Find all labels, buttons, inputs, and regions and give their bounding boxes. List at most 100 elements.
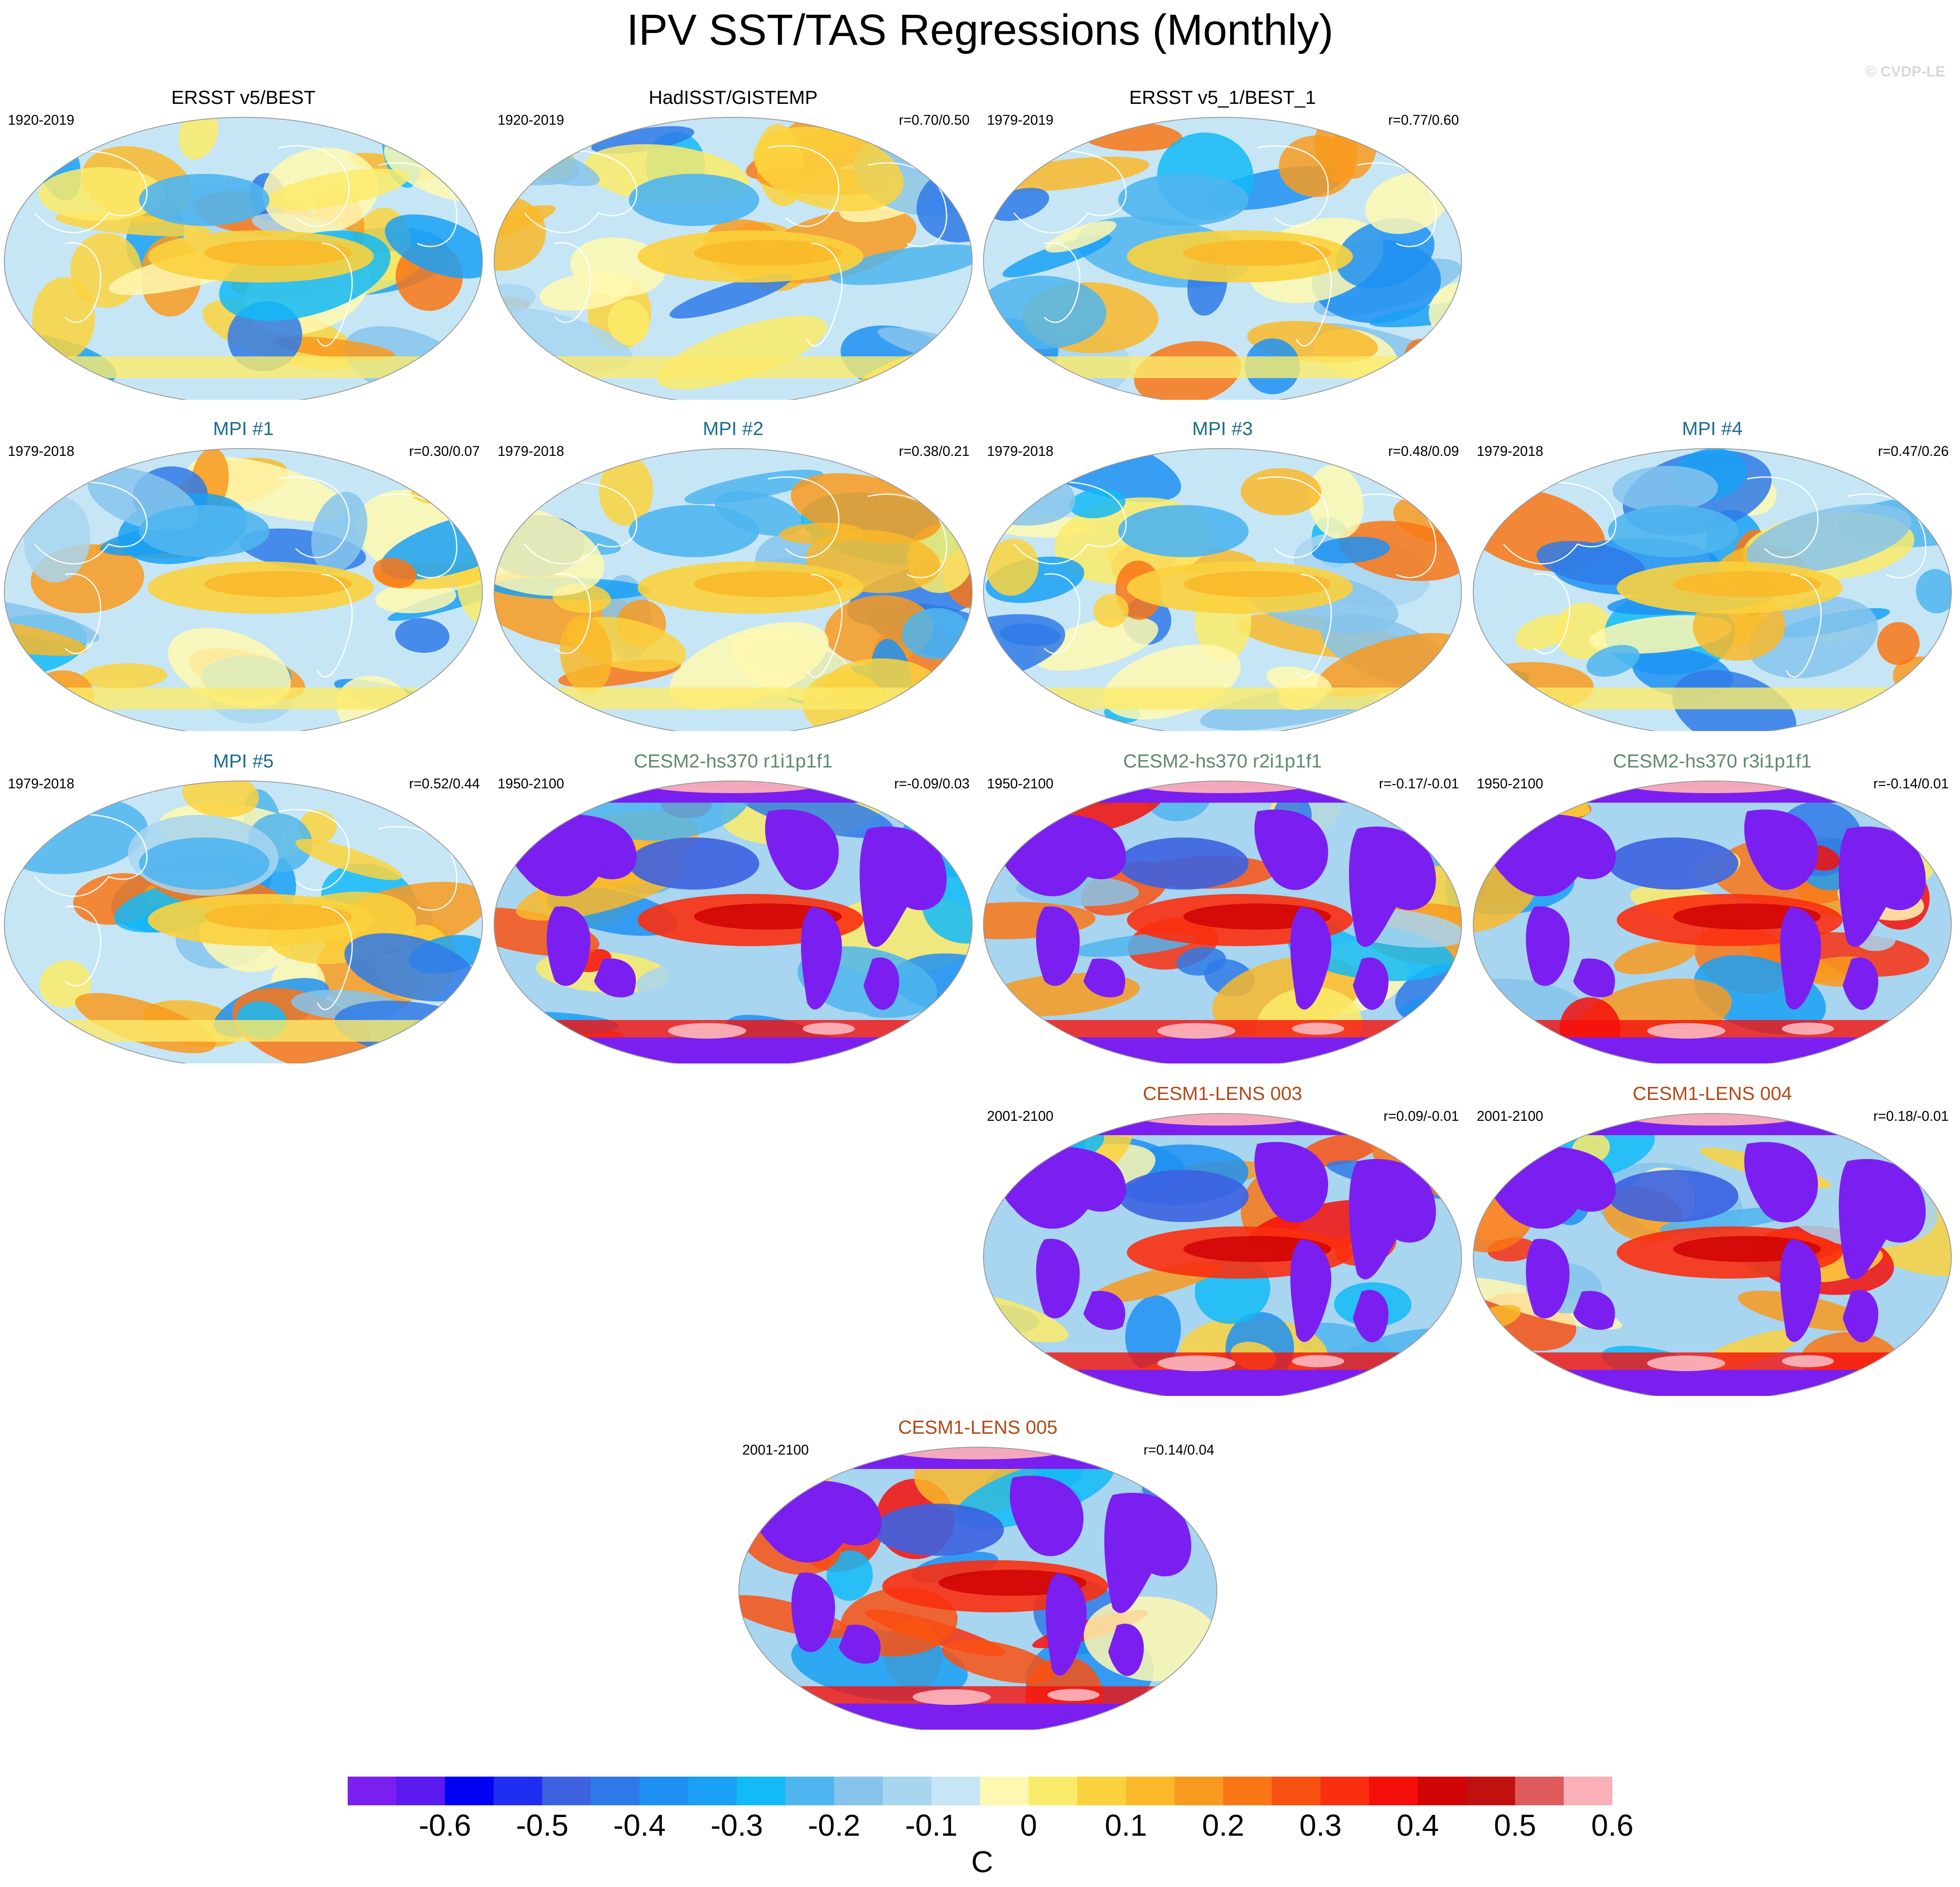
panel-title: MPI #5: [213, 751, 274, 772]
colorbar-tick-label: 0.6: [1591, 1808, 1634, 1842]
robinson-map: [4, 117, 483, 400]
colorbar-tick-label: 0: [1020, 1808, 1037, 1842]
colorbar-swatch: [834, 1777, 883, 1805]
panel-period: 1979-2018: [8, 443, 75, 459]
robinson-map: [983, 117, 1462, 400]
panel-period: 1979-2018: [987, 443, 1054, 459]
colorbar-tick-label: 0.3: [1299, 1808, 1342, 1842]
colorbar-swatch: [348, 1777, 397, 1805]
panel-period: 2001-2100: [987, 1108, 1054, 1124]
map-panel: MPI #5 1979-2018 r=0.52/0.44: [0, 751, 487, 1063]
colorbar-tick-label: -0.4: [613, 1808, 666, 1842]
colorbar-tick-label: -0.6: [419, 1808, 472, 1842]
colorbar-tick-label: -0.1: [905, 1808, 958, 1842]
map-panel: MPI #1 1979-2018 r=0.30/0.07: [0, 418, 487, 731]
robinson-map: [494, 448, 973, 731]
panel-period: 1979-2018: [498, 443, 565, 459]
colorbar: [348, 1777, 1612, 1805]
colorbar-swatch: [639, 1777, 688, 1805]
colorbar-swatch: [1515, 1777, 1564, 1805]
colorbar-tick-label: -0.5: [516, 1808, 568, 1842]
panel-title: MPI #4: [1682, 418, 1743, 439]
robinson-map: [983, 1113, 1462, 1396]
panel-pattern-correlation: r=-0.17/-0.01: [1379, 776, 1459, 791]
panel-title: MPI #1: [213, 418, 274, 439]
map-panel: CESM1-LENS 004 2001-2100 r=0.18/-0.01: [1469, 1083, 1956, 1396]
panel-period: 1979-2018: [1477, 443, 1544, 459]
panel-period: 1979-2018: [8, 776, 75, 791]
robinson-map: [1473, 1113, 1952, 1396]
map-panel: MPI #2 1979-2018 r=0.38/0.21: [490, 418, 977, 731]
map-panel: MPI #4 1979-2018 r=0.47/0.26: [1469, 418, 1956, 731]
map-panel: ERSST v5_1/BEST_1 1979-2019 r=0.77/0.60: [979, 87, 1466, 400]
panel-period: 1950-2100: [498, 776, 565, 791]
colorbar-tick-label: 0.2: [1202, 1808, 1245, 1842]
colorbar-swatch: [396, 1777, 445, 1805]
panel-title: HadISST/GISTEMP: [648, 87, 818, 108]
panel-title: CESM2-hs370 r1i1p1f1: [634, 751, 833, 772]
colorbar-swatch: [688, 1777, 737, 1805]
panel-pattern-correlation: r=0.14/0.04: [1143, 1442, 1214, 1458]
map-panel: CESM1-LENS 005 2001-2100 r=0.14/0.04: [734, 1417, 1221, 1730]
robinson-map: [4, 781, 483, 1063]
colorbar-swatch: [1418, 1777, 1467, 1805]
robinson-map: [494, 117, 973, 400]
colorbar-swatch: [1466, 1777, 1515, 1805]
colorbar-tick-label: -0.2: [807, 1808, 860, 1842]
colorbar-swatch: [931, 1777, 980, 1805]
panel-title: ERSST v5/BEST: [171, 87, 316, 108]
colorbar-tick-label: 0.1: [1105, 1808, 1147, 1842]
colorbar-swatch: [1272, 1777, 1321, 1805]
colorbar-swatch: [737, 1777, 786, 1805]
map-panel: CESM2-hs370 r3i1p1f1 1950-2100 r=-0.14/0.0…: [1469, 751, 1956, 1063]
panel-pattern-correlation: r=0.09/-0.01: [1383, 1108, 1459, 1124]
colorbar-swatch: [883, 1777, 932, 1805]
colorbar-tick-label: -0.3: [711, 1808, 763, 1842]
panel-title: ERSST v5_1/BEST_1: [1129, 87, 1316, 108]
robinson-map: [983, 448, 1462, 731]
panel-pattern-correlation: r=0.77/0.60: [1388, 112, 1459, 128]
colorbar-swatch: [1369, 1777, 1418, 1805]
colorbar-tick-label: 0.4: [1396, 1808, 1439, 1842]
robinson-map: [494, 781, 973, 1063]
colorbar-swatch: [1028, 1777, 1078, 1805]
panel-title: MPI #2: [703, 418, 764, 439]
colorbar-swatch: [785, 1777, 834, 1805]
panel-period: 1920-2019: [498, 112, 565, 128]
robinson-map: [1473, 781, 1952, 1063]
map-panel: MPI #3 1979-2018 r=0.48/0.09: [979, 418, 1466, 731]
colorbar-swatch: [1077, 1777, 1126, 1805]
colorbar-units: C: [971, 1845, 993, 1879]
robinson-map: [738, 1447, 1217, 1730]
panel-title: CESM2-hs370 r2i1p1f1: [1123, 751, 1322, 772]
figure-title: IPV SST/TAS Regressions (Monthly): [626, 6, 1334, 54]
colorbar-swatch: [1174, 1777, 1224, 1805]
panel-pattern-correlation: r=0.47/0.26: [1878, 443, 1949, 459]
panel-title: CESM1-LENS 005: [898, 1417, 1058, 1438]
panel-period: 1979-2019: [987, 112, 1054, 128]
robinson-map: [4, 448, 483, 731]
panel-period: 1950-2100: [987, 776, 1054, 791]
panel-pattern-correlation: r=0.38/0.21: [899, 443, 970, 459]
panel-title: CESM1-LENS 003: [1143, 1083, 1302, 1104]
colorbar-swatch: [1320, 1777, 1369, 1805]
map-panel: CESM2-hs370 r1i1p1f1 1950-2100 r=-0.09/0.0…: [490, 751, 977, 1063]
map-panel: CESM1-LENS 003 2001-2100 r=0.09/-0.01: [979, 1083, 1466, 1396]
map-panel: HadISST/GISTEMP 1920-2019 r=0.70/0.50: [490, 87, 977, 400]
panel-pattern-correlation: r=0.70/0.50: [899, 112, 970, 128]
panel-period: 1920-2019: [8, 112, 75, 128]
colorbar-swatch: [591, 1777, 640, 1805]
colorbar-swatch: [980, 1777, 1029, 1805]
panel-pattern-correlation: r=-0.09/0.03: [894, 776, 970, 791]
panel-pattern-correlation: r=0.48/0.09: [1388, 443, 1459, 459]
panel-pattern-correlation: r=0.18/-0.01: [1873, 1108, 1949, 1124]
panel-pattern-correlation: r=0.30/0.07: [409, 443, 480, 459]
colorbar-swatch: [1564, 1777, 1612, 1805]
watermark: © CVDP-LE: [1865, 63, 1945, 80]
map-panel: ERSST v5/BEST 1920-2019: [0, 87, 487, 400]
colorbar-swatch: [445, 1777, 494, 1805]
map-panel: CESM2-hs370 r2i1p1f1 1950-2100 r=-0.17/-0.…: [979, 751, 1466, 1063]
panel-title: MPI #3: [1192, 418, 1253, 439]
colorbar-swatch: [1223, 1777, 1272, 1805]
panel-title: CESM1-LENS 004: [1632, 1083, 1792, 1104]
